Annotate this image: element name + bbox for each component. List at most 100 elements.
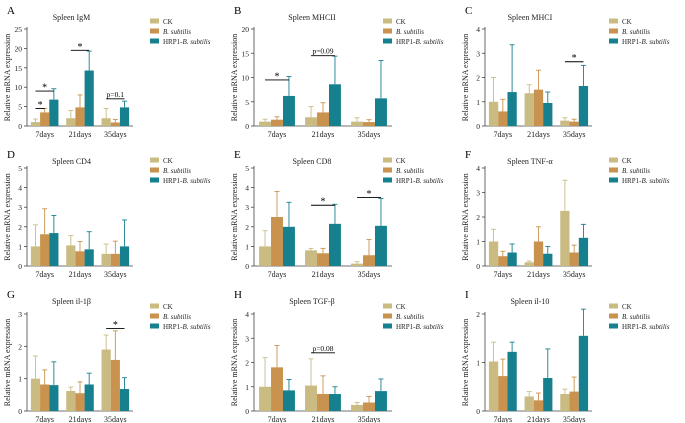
y-tick-label: 2 (476, 310, 480, 319)
significance-label: * (572, 53, 577, 64)
legend-swatch (383, 18, 392, 24)
significance-label: * (113, 320, 118, 331)
y-tick-label: 0 (245, 262, 249, 271)
legend-label: CK (396, 157, 406, 165)
y-axis-label: Relative mRNA expression (461, 34, 470, 122)
bar (259, 246, 272, 266)
y-tick-label: 4 (18, 184, 22, 193)
bar (374, 225, 387, 266)
legend-label: HRP1-B. subtilis (396, 323, 444, 331)
y-tick-label: 0 (476, 407, 480, 416)
y-tick-label: 0 (245, 407, 249, 416)
y-axis-label: Relative mRNA expression (461, 319, 470, 407)
y-tick-label: 3 (476, 189, 480, 198)
bar (524, 93, 534, 126)
y-axis-label: Relative mRNA expression (3, 173, 12, 261)
legend-label: B. subtilis (622, 313, 650, 321)
bar (271, 367, 283, 411)
y-tick-label: 15 (15, 64, 23, 73)
bar (578, 335, 589, 411)
y-axis-label: Relative mRNA expression (230, 173, 239, 261)
legend-swatch (150, 18, 159, 24)
bar (30, 378, 41, 411)
y-tick-label: 20 (242, 25, 250, 34)
legend-label: CK (396, 18, 406, 26)
bar (101, 118, 111, 126)
bar (75, 251, 85, 266)
bar (533, 400, 544, 411)
panel-B: B Spleen MHCII Relative mRNA expression 0 5 1… (230, 5, 444, 139)
bar (488, 361, 499, 411)
bar (498, 256, 508, 266)
bar (578, 85, 589, 126)
panel-letter: H (234, 289, 242, 301)
x-tick-label: 7days (35, 415, 54, 423)
x-tick-label: 7days (35, 130, 54, 139)
y-tick-label: 1 (476, 98, 480, 107)
panel-letter: D (7, 149, 15, 161)
y-tick-label: 0 (18, 407, 22, 416)
bar (569, 391, 579, 411)
legend-label: CK (622, 303, 632, 311)
legend-label: B. subtilis (622, 167, 650, 175)
panel-C: C Spleen MHCI Relative mRNA expression 0 1 2 3… (461, 5, 670, 139)
significance-label: * (38, 100, 43, 111)
bar (40, 112, 50, 126)
bar (259, 121, 272, 126)
y-tick-label: 5 (18, 103, 22, 112)
x-tick-label: 21days (69, 415, 92, 423)
bar (75, 393, 85, 411)
legend-swatch (609, 303, 618, 309)
x-tick-label: 35days (563, 270, 586, 279)
significance-label: * (321, 197, 326, 208)
bar (317, 394, 329, 411)
x-tick-label: 7days (268, 270, 287, 279)
legend-label: HRP1-B. subtilis (622, 177, 670, 185)
bar (110, 122, 120, 126)
bar (363, 402, 375, 411)
legend-swatch (609, 323, 618, 329)
panel-title: Spleen MHCI (508, 13, 553, 22)
y-tick-label: 5 (245, 164, 249, 173)
y-tick-label: 4 (245, 184, 249, 193)
bar (328, 223, 341, 266)
bar (498, 111, 508, 126)
panel-letter: G (7, 289, 15, 301)
bar (282, 226, 295, 266)
bar (533, 89, 544, 126)
bar (282, 390, 295, 411)
legend-swatch (609, 157, 618, 163)
legend-label: HRP1-B. subtilis (622, 38, 670, 46)
panel-E: E Spleen CD8 Relative mRNA expression 0 1 2 3 4… (230, 149, 444, 279)
y-tick-label: 2 (18, 342, 22, 351)
y-tick-label: 1 (18, 242, 22, 251)
x-tick-label: 7days (35, 270, 54, 279)
legend-label: CK (163, 157, 173, 165)
panel-letter: B (234, 5, 241, 17)
y-tick-label: 25 (15, 25, 23, 34)
bar (569, 121, 579, 126)
legend-swatch (150, 38, 159, 44)
y-tick-label: 5 (18, 164, 22, 173)
legend-label: B. subtilis (163, 28, 191, 36)
y-tick-label: 3 (245, 334, 249, 343)
bar (488, 241, 499, 266)
legend-swatch (150, 177, 159, 183)
x-tick-label: 7days (268, 415, 287, 423)
legend-swatch (383, 323, 392, 329)
bar (543, 102, 553, 126)
legend-label: HRP1-B. subtilis (622, 323, 670, 331)
y-tick-label: 10 (15, 83, 23, 92)
panel-title: Spleen MHCII (288, 13, 336, 22)
bar (66, 245, 76, 266)
bar (101, 253, 111, 266)
panel-title: Spleen il-1β (52, 297, 91, 306)
bar (110, 359, 120, 411)
bar (488, 101, 499, 126)
y-tick-label: 3 (18, 203, 22, 212)
y-tick-label: 2 (18, 223, 22, 232)
bar (569, 252, 579, 266)
bar (317, 112, 329, 126)
